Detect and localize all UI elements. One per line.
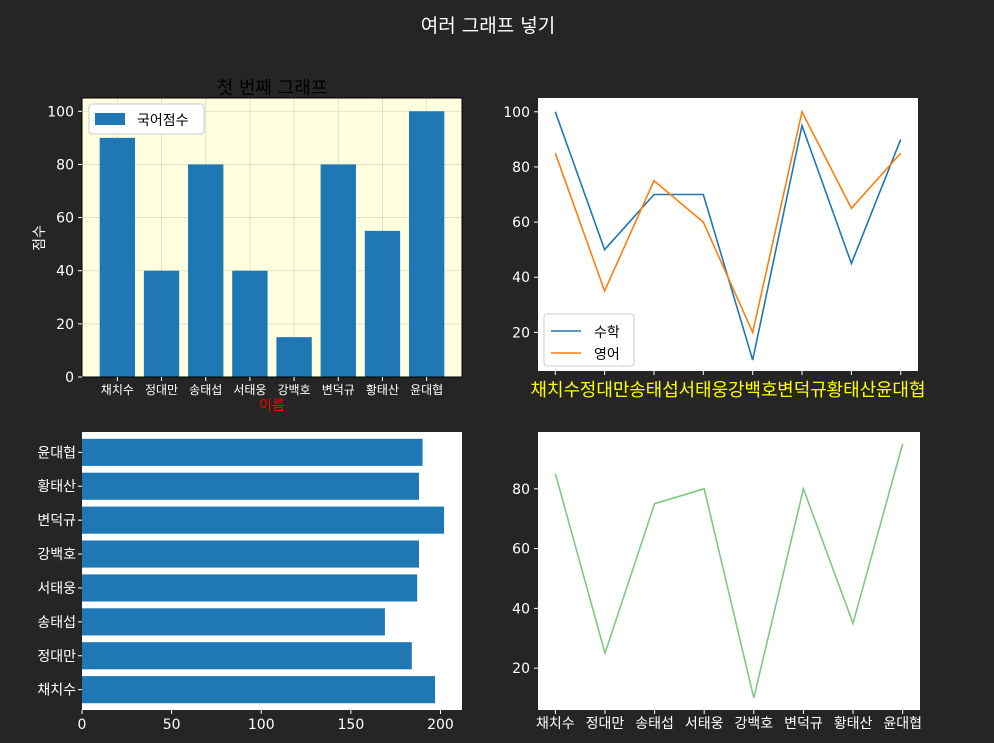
chart-1-bar xyxy=(364,230,401,377)
chart-2-legend-label-math: 수학 xyxy=(594,325,620,341)
chart-3-hbar: 채치수 정대만 송태섭 서태웅 강백호 변덕규 황태산 윤대협 0 50 100 150 200 xyxy=(37,432,462,733)
chart-2-xtick-label: 채치수 xyxy=(530,380,580,401)
chart-1-xtick-label: 강백호 xyxy=(278,383,311,397)
chart-1-xtick-label: 서태웅 xyxy=(233,383,266,397)
chart-3-bar xyxy=(82,574,418,602)
chart-3-ytick-label: 채치수 xyxy=(37,683,76,699)
chart-2-legend-box xyxy=(543,313,635,367)
chart-1-bar: 0 20 40 60 80 100 채치수 정대만 송태섭 서태웅 강백호 변덕규 황태산 윤대협 첫 번… xyxy=(32,78,463,414)
chart-1-bar xyxy=(276,337,312,377)
chart-2-xtick-label: 황태산 xyxy=(827,380,877,401)
chart-3-bar xyxy=(82,438,423,466)
chart-1-xtick-label: 변덕규 xyxy=(322,383,355,397)
chart-4-line: 20 40 60 80 채치수 정대만 송태섭 서태웅 강백호 변덕규 황태산 윤대협 xyxy=(512,432,922,732)
chart-3-bar xyxy=(82,608,385,636)
chart-3-xtick-label: 50 xyxy=(163,717,181,733)
chart-1-bar xyxy=(99,137,136,377)
chart-3-ytick-label: 황태산 xyxy=(37,479,76,495)
chart-3-ytick-label: 정대만 xyxy=(37,649,76,665)
chart-2-xtick-label: 정대만 xyxy=(580,380,630,401)
chart-1-ytick-label: 40 xyxy=(56,264,74,280)
chart-3-xtick-label: 0 xyxy=(78,717,87,733)
chart-2-xtick-label: 송태섭 xyxy=(629,380,679,401)
chart-4-xtick-label: 서태웅 xyxy=(685,716,724,732)
chart-3-bar xyxy=(82,676,436,704)
chart-1-ytick-label: 100 xyxy=(47,104,74,120)
chart-1-legend-label: 국어점수 xyxy=(137,113,189,129)
chart-3-bar xyxy=(82,472,419,500)
chart-1-bar xyxy=(188,164,224,377)
chart-1-bar xyxy=(143,270,180,377)
chart-1-xtick-label: 송태섭 xyxy=(189,383,222,397)
chart-4-xtick-label: 채치수 xyxy=(536,716,575,732)
chart-1-ytick-label: 0 xyxy=(65,370,74,386)
chart-1-plot-area xyxy=(82,98,462,377)
suptitle: 여러 그래프 넣기 xyxy=(421,15,555,37)
chart-3-ytick-label: 송태섭 xyxy=(37,615,76,631)
chart-1-legend-box xyxy=(88,103,205,135)
chart-4-xtick-label: 정대만 xyxy=(586,716,625,732)
chart-3-ytick-label: 윤대협 xyxy=(37,445,76,461)
chart-1-legend: 국어점수 xyxy=(88,103,205,135)
chart-2-xtick-label: 서태웅 xyxy=(678,380,728,401)
chart-3-ytick-label: 강백호 xyxy=(37,547,76,563)
chart-4-ytick-label: 80 xyxy=(512,482,530,498)
chart-3-xtick-label: 200 xyxy=(427,717,454,733)
chart-2-line: 20 40 60 80 100 채치수 정대만 송태섭 서태웅 강백호 변덕규 황태산 윤대협 수학 영… xyxy=(503,98,926,401)
chart-1-bar xyxy=(320,164,356,377)
chart-4-xtick-label: 윤대협 xyxy=(883,716,922,732)
chart-2-ytick-label: 100 xyxy=(503,105,530,121)
chart-2-legend: 수학 영어 xyxy=(543,313,635,367)
chart-2-ytick-label: 40 xyxy=(512,270,530,286)
chart-1-xtick-label: 황태산 xyxy=(366,383,399,397)
chart-2-legend-label-english: 영어 xyxy=(594,347,620,363)
chart-4-xtick-label: 송태섭 xyxy=(635,716,674,732)
chart-1-ytick-label: 80 xyxy=(56,157,74,173)
chart-3-xtick-label: 150 xyxy=(338,717,365,733)
chart-4-xtick-label: 황태산 xyxy=(834,716,873,732)
chart-2-ytick-label: 80 xyxy=(512,160,530,176)
chart-1-xtick-label: 윤대협 xyxy=(410,383,443,397)
chart-3-ytick-label: 변덕규 xyxy=(37,513,76,529)
chart-4-series-line xyxy=(554,443,904,699)
chart-3-ytick-label: 서태웅 xyxy=(37,581,76,597)
chart-1-legend-swatch xyxy=(95,113,125,125)
chart-1-ytick-label: 60 xyxy=(56,211,74,227)
chart-4-plot-area xyxy=(538,432,920,710)
chart-2-xtick-label: 강백호 xyxy=(728,380,778,401)
chart-1-title: 첫 번째 그래프 xyxy=(217,78,328,99)
chart-1-ylabel: 점수 xyxy=(32,225,48,251)
chart-4-xtick-label: 변덕규 xyxy=(784,716,823,732)
chart-3-bar xyxy=(82,642,412,670)
chart-4-ytick-label: 40 xyxy=(512,601,530,617)
chart-2-series-line-1 xyxy=(554,109,902,335)
chart-2-ytick-label: 60 xyxy=(512,215,530,231)
chart-1-xtick-label: 채치수 xyxy=(101,383,134,397)
chart-2-ytick-label: 20 xyxy=(512,325,530,341)
chart-1-frame xyxy=(81,97,463,378)
chart-4-ytick-label: 20 xyxy=(512,661,530,677)
chart-4-xtick-label: 강백호 xyxy=(734,716,773,732)
chart-1-xlabel: 이름 xyxy=(259,398,285,414)
chart-1-bar xyxy=(408,111,445,378)
chart-3-bar xyxy=(82,540,419,568)
chart-3-xtick-label: 100 xyxy=(248,717,275,733)
chart-2-xtick-label: 윤대협 xyxy=(876,380,926,401)
chart-1-ytick-label: 20 xyxy=(56,317,74,333)
chart-1-xtick-label: 정대만 xyxy=(145,383,178,397)
chart-3-bar xyxy=(82,506,445,534)
chart-2-xtick-label: 변덕규 xyxy=(777,380,827,401)
chart-1-bar xyxy=(232,270,268,377)
chart-4-ytick-label: 60 xyxy=(512,542,530,558)
